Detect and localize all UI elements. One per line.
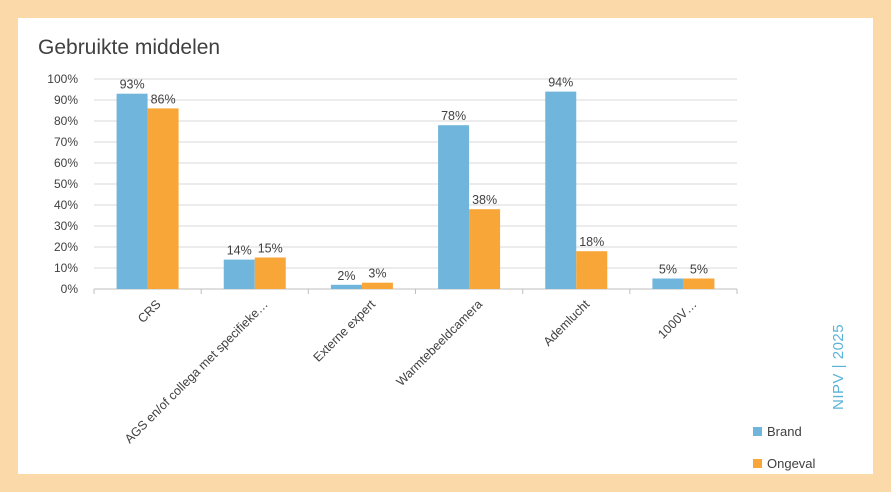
y-tick-label: 60% [54,156,78,170]
bar-brand [116,93,148,289]
data-label: 78% [441,109,466,123]
y-tick-label: 50% [54,177,78,191]
x-category-label: 1000V… [655,297,699,341]
bar-ongeval [254,257,286,289]
y-tick-label: 30% [54,219,78,233]
data-label: 18% [579,235,604,249]
legend-label-brand: Brand [767,423,802,439]
chart-card: Gebruikte middelen 0% 10% 20% 30% 40% 50% 60% 7… [18,18,873,474]
y-tick-label: 90% [54,93,78,107]
legend-label-ongeval: Ongeval [767,455,816,471]
bar-ongeval [469,209,501,289]
bar-brand [438,125,470,289]
x-category-label: Externe expert [311,297,379,365]
data-label: 86% [151,92,176,106]
data-label: 94% [548,76,573,90]
x-category-label: CRS [135,297,164,326]
data-label: 3% [368,267,386,281]
bar-ongeval [576,251,608,289]
bar-ongeval [147,108,179,290]
bar-ongeval [683,278,715,289]
y-tick-label: 70% [54,135,78,149]
bar-brand [330,284,362,289]
data-label: 93% [120,78,145,92]
y-tick-label: 10% [54,261,78,275]
bar-ongeval [361,282,393,289]
legend-item-ongeval: Ongeval [753,455,815,471]
legend-swatch-brand [753,426,762,436]
chart-title: Gebruikte middelen [38,36,221,59]
x-category-label: Warmtebeeldcamera [394,297,486,389]
watermark: NIPV | 2025 [830,323,847,410]
data-label: 14% [227,244,252,258]
bar-chart: 0% 10% 20% 30% 40% 50% 60% 70% 80% 90% 100% 93% 86% C… [47,72,738,446]
data-label: 15% [258,242,283,256]
data-label: 5% [659,263,677,277]
y-tick-label: 0% [61,282,79,296]
bar-brand [545,91,577,289]
data-label: 38% [472,193,497,207]
y-tick-label: 80% [54,114,78,128]
y-tick-label: 100% [47,72,78,86]
bar-brand [223,259,255,289]
legend: Brand Ongeval [753,423,815,487]
legend-swatch-ongeval [753,458,762,468]
data-label: 2% [337,269,355,283]
data-label: 5% [690,263,708,277]
legend-item-brand: Brand [753,423,815,439]
y-tick-label: 40% [54,198,78,212]
bar-brand [652,278,684,289]
y-tick-label: 20% [54,240,78,254]
x-category-label: Ademlucht [541,297,593,349]
